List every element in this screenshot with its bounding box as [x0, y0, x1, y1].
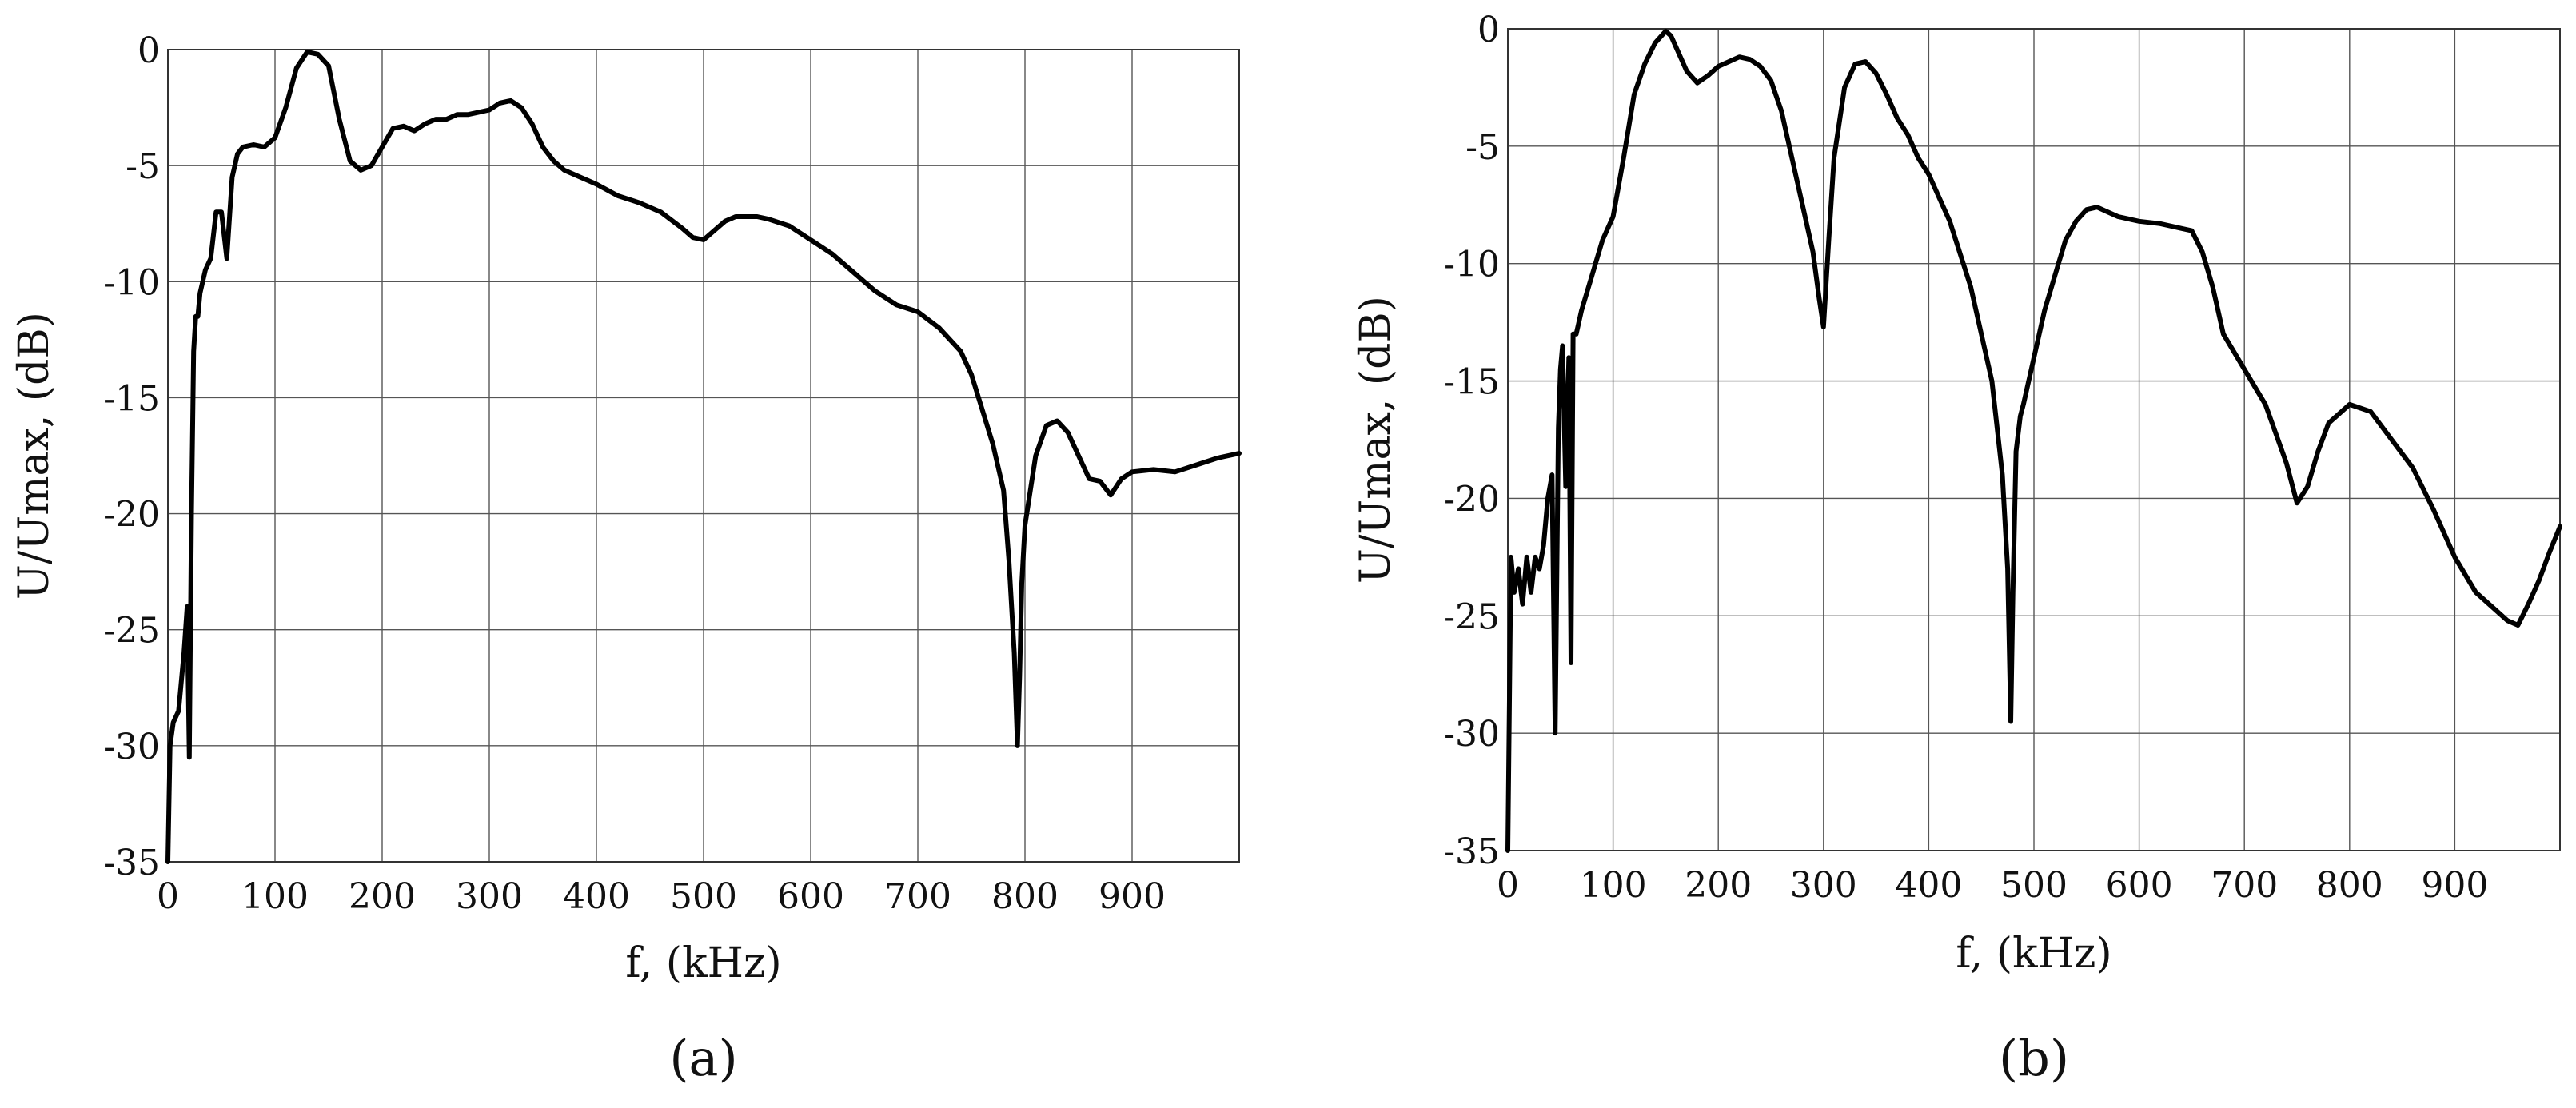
y-tick-label: 0	[1477, 10, 1500, 50]
y-tick-label: -25	[103, 611, 160, 652]
series-line	[1505, 28, 2562, 853]
y-tick-label: 0	[138, 30, 160, 71]
x-tick-label: 600	[777, 876, 844, 917]
y-tick-label: -20	[103, 495, 160, 536]
y-tick-label: -15	[103, 378, 160, 419]
x-tick-label: 0	[1497, 865, 1519, 906]
plot-area-frame	[1507, 28, 2561, 851]
x-tick-label: 800	[2316, 865, 2383, 906]
y-tick-label: -15	[1443, 362, 1500, 403]
y-axis-label: U/Umax, (dB)	[10, 312, 58, 600]
x-tick-label: 200	[349, 876, 416, 917]
x-tick-label: 200	[1685, 865, 1752, 906]
x-tick-label: 400	[1895, 865, 1962, 906]
y-tick-label: -30	[1443, 714, 1500, 755]
x-tick-label: 100	[241, 876, 309, 917]
y-tick-label: -25	[1443, 596, 1500, 637]
x-tick-label: 500	[2000, 865, 2068, 906]
x-tick-label: 900	[1099, 876, 1166, 917]
x-tick-label: 400	[563, 876, 630, 917]
x-tick-label: 800	[991, 876, 1059, 917]
x-tick-label: 700	[2211, 865, 2278, 906]
x-axis-label: f, (kHz)	[625, 939, 781, 987]
y-tick-label: -35	[103, 843, 160, 883]
y-tick-label: -20	[1443, 479, 1500, 520]
x-tick-label: 500	[670, 876, 737, 917]
chart-panel-a: 0 100 200 300 400 500 600 700 800 900 0 -5 -10 -15 -20…	[10, 30, 1242, 1087]
x-tick-label: 0	[157, 876, 179, 917]
series-line	[165, 49, 1242, 864]
panel-label: (b)	[1999, 1029, 2069, 1087]
x-tick-label: 900	[2421, 865, 2488, 906]
x-tick-label: 100	[1580, 865, 1647, 906]
x-axis-label: f, (kHz)	[1956, 930, 2111, 978]
panel-label: (a)	[669, 1029, 737, 1087]
y-tick-label: -5	[1465, 127, 1500, 168]
y-tick-label: -5	[126, 146, 160, 187]
x-tick-label: 300	[1790, 865, 1857, 906]
y-tick-label: -10	[1443, 245, 1500, 285]
chart-panel-b: 0 100 200 300 400 500 600 700 800 900 0 -5 -10 -15 -20…	[1352, 10, 2562, 1087]
x-tick-label: 700	[884, 876, 951, 917]
y-tick-label: -10	[103, 262, 160, 303]
y-tick-label: -30	[103, 727, 160, 767]
y-tick-label: -35	[1443, 831, 1500, 872]
y-axis-label: U/Umax, (dB)	[1352, 296, 1400, 584]
x-tick-label: 300	[456, 876, 523, 917]
x-tick-label: 600	[2106, 865, 2173, 906]
